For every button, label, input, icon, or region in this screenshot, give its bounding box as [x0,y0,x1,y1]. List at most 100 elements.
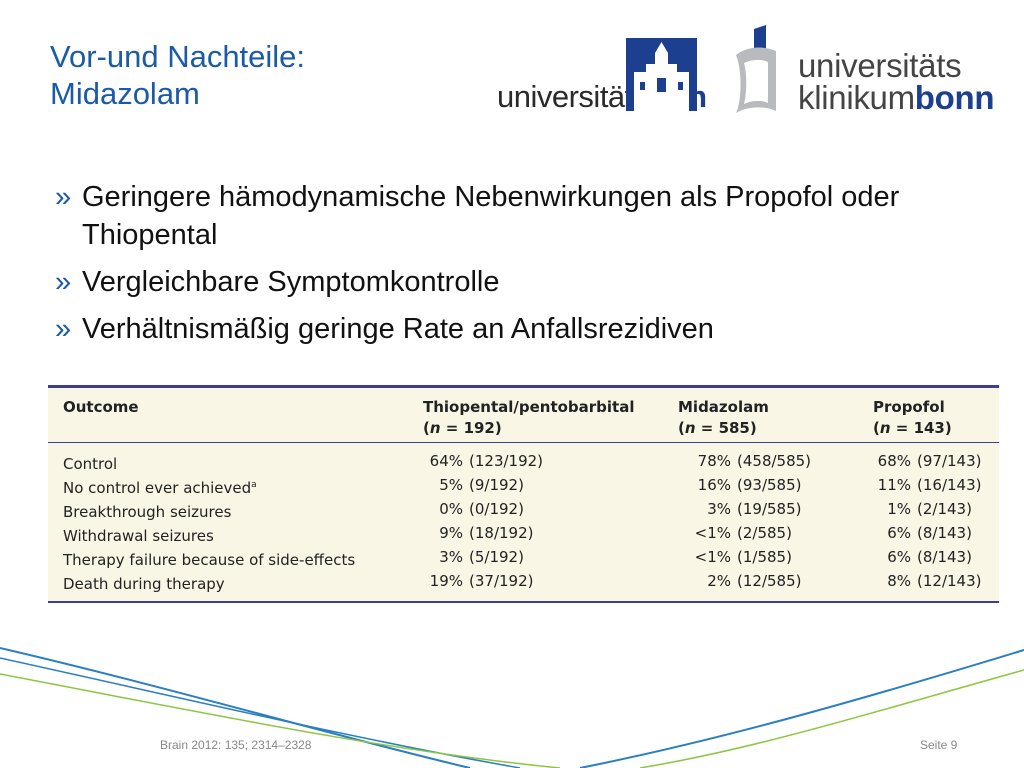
propofol-percent: 6% [887,524,911,542]
thiopental-count: (123/192) [469,452,544,470]
outcome-label: Control [63,449,117,476]
midazolam-count: (1/585) [737,548,792,566]
header-thiopental-n: (n = 192) [423,418,635,439]
propofol-percent: 6% [887,548,911,566]
thiopental-count: (5/192) [469,548,524,566]
bullet-marker: » [55,266,72,298]
outcome-label: Withdrawal seizures [63,521,214,548]
n-prefix: ( [873,419,880,437]
decorative-swoosh-lines [0,647,1024,768]
n-equals: = [695,419,719,437]
outcome-label-text: Control [63,455,118,473]
table-row: Breakthrough seizures 0% (0/192) 3% (19/… [48,497,999,521]
outcome-label-text: Death during therapy [63,575,225,593]
midazolam-count: (19/585) [737,500,802,518]
slide-title-line-1: Vor-und Nachteile: [50,39,306,74]
outcome-label-text: Withdrawal seizures [63,527,214,545]
thiopental-percent: 5% [439,476,463,494]
table-row: Control 64% (123/192) 78% (458/585) 68% … [48,449,999,473]
bullet-item: » Verhältnismäßig geringe Rate an Anfall… [55,310,955,348]
outcome-label-text: Therapy failure because of side-effects [63,551,356,569]
midazolam-count: (458/585) [737,452,812,470]
ukb-wordmark-line-1: universitäts [798,47,962,84]
n-italic: n [879,419,891,437]
outcome-label: Death during therapy [63,569,225,596]
n-equals: = [440,419,464,437]
header-midazolam-n: (n = 585) [678,418,769,439]
n-prefix: ( [678,419,685,437]
outcome-label: Therapy failure because of side-effects [63,545,355,572]
propofol-count: (97/143) [917,452,982,470]
propofol-count: (2/143) [917,500,972,518]
midazolam-percent: <1% [694,548,731,566]
thiopental-percent: 3% [439,548,463,566]
propofol-percent: 68% [877,452,911,470]
n-suffix: ) [944,419,952,437]
midazolam-percent: 3% [707,500,731,518]
footer-page-number: Seite 9 [920,738,958,752]
n-italic: n [429,419,441,437]
thiopental-count: (18/192) [469,524,534,542]
thiopental-percent: 64% [429,452,463,470]
midazolam-count: (2/585) [737,524,792,542]
bullet-item: » Vergleichbare Symptomkontrolle [55,263,955,301]
n-value: 192 [463,419,495,437]
propofol-percent: 11% [877,476,911,494]
header-midazolam-name: Midazolam [678,398,769,416]
n-italic: n [684,419,696,437]
midazolam-count: (12/585) [737,572,802,590]
ukb-word-bold: bonn [914,79,995,116]
header-propofol-name: Propofol [873,398,945,416]
bullet-marker: » [55,181,72,213]
thiopental-count: (0/192) [469,500,524,518]
midazolam-percent: 16% [697,476,731,494]
propofol-count: (12/143) [917,572,982,590]
outcome-table: Outcome Thiopental/pentobarbital (n = 19… [48,385,999,603]
outcome-label-text: Breakthrough seizures [63,503,232,521]
header-outcome: Outcome [63,398,139,416]
propofol-percent: 8% [887,572,911,590]
table-row: Therapy failure because of side-effects … [48,545,999,569]
thiopental-count: (9/192) [469,476,524,494]
slide-title-line-2: Midazolam [50,76,200,111]
header-propofol-n: (n = 143) [873,418,952,439]
bullet-text: Verhältnismäßig geringe Rate an Anfallsr… [82,313,714,345]
ukb-emblem-icon [736,25,776,113]
propofol-count: (8/143) [917,548,972,566]
thiopental-percent: 0% [439,500,463,518]
n-value: 143 [913,419,945,437]
university-building-icon [626,38,697,111]
universitaetsklinikum-bonn-logo: universitäts klinikumbonn [732,25,995,116]
n-suffix: ) [749,419,757,437]
footnote-marker: a [251,480,257,490]
midazolam-percent: <1% [694,524,731,542]
table-header-row: Outcome Thiopental/pentobarbital (n = 19… [48,388,999,443]
bullet-marker: » [55,313,72,345]
footer-source: Brain 2012: 135; 2314–2328 [160,738,312,752]
propofol-count: (8/143) [917,524,972,542]
table-row: Withdrawal seizures 9% (18/192) <1% (2/5… [48,521,999,545]
header-thiopental: Thiopental/pentobarbital (n = 192) [423,397,635,439]
outcome-label: Breakthrough seizures [63,497,231,524]
bullet-text: Vergleichbare Symptomkontrolle [82,266,500,298]
header-midazolam: Midazolam (n = 585) [678,397,769,439]
midazolam-count: (93/585) [737,476,802,494]
outcome-label: No control ever achieveda [63,473,257,500]
bullet-text: Geringere hämodynamische Nebenwirkungen … [82,181,900,251]
ub-word-regular: universität [497,79,633,114]
header-thiopental-name: Thiopental/pentobarbital [423,398,635,416]
n-equals: = [890,419,914,437]
bullet-list: » Geringere hämodynamische Nebenwirkunge… [55,178,955,357]
table-row: Death during therapy 19% (37/192) 2% (12… [48,569,999,593]
ukb-word-regular: klinikum [798,79,915,116]
thiopental-percent: 9% [439,524,463,542]
midazolam-percent: 78% [697,452,731,470]
propofol-percent: 1% [887,500,911,518]
propofol-count: (16/143) [917,476,982,494]
slide-title: Vor-und Nachteile: Midazolam [50,38,305,112]
n-value: 585 [718,419,750,437]
bullet-item: » Geringere hämodynamische Nebenwirkunge… [55,178,955,254]
outcome-label-text: No control ever achieved [63,479,252,497]
header-propofol: Propofol (n = 143) [873,397,952,439]
table-row: No control ever achieveda 5% (9/192) 16%… [48,473,999,497]
